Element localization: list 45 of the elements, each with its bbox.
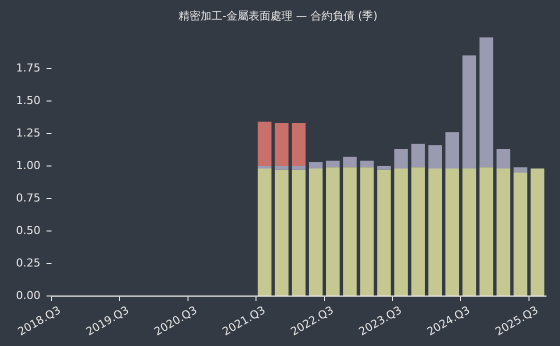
bar xyxy=(292,166,306,170)
y-tick-label: 0.50 xyxy=(16,224,40,237)
y-tick-label: 0.00 xyxy=(16,288,40,302)
y-tick-label: 0.25 xyxy=(16,256,40,270)
bar xyxy=(411,144,425,168)
bar xyxy=(496,168,510,296)
bar xyxy=(274,123,289,166)
y-tick-label: 1.25 xyxy=(16,126,40,140)
bar xyxy=(514,172,528,296)
bar xyxy=(274,166,289,170)
chart-title: 精密加工-金屬表面處理 — 合約負債 (季) xyxy=(178,9,378,22)
bar xyxy=(360,167,374,296)
bar xyxy=(258,122,272,166)
bar xyxy=(326,167,340,296)
bar xyxy=(308,162,323,169)
bar xyxy=(462,55,476,169)
bar xyxy=(496,149,510,169)
bar xyxy=(394,149,408,169)
bar xyxy=(292,123,306,166)
bar xyxy=(514,167,528,172)
bar xyxy=(343,156,357,168)
bar xyxy=(274,170,289,296)
bar xyxy=(377,166,391,170)
bar xyxy=(394,168,408,296)
bar xyxy=(445,132,460,169)
bar xyxy=(258,168,272,296)
bar xyxy=(479,167,494,296)
y-tick-label: 1.50 xyxy=(16,94,40,107)
bar xyxy=(445,168,460,296)
bar xyxy=(428,145,442,169)
bar xyxy=(343,167,357,296)
bar xyxy=(360,160,374,168)
bar xyxy=(308,168,323,296)
y-tick-label: 1.00 xyxy=(16,158,40,172)
bar xyxy=(462,168,476,296)
bar xyxy=(479,37,494,168)
bar xyxy=(326,160,340,168)
bar xyxy=(411,167,425,296)
y-tick-label: 0.75 xyxy=(16,191,40,204)
bar xyxy=(292,170,306,296)
y-tick-label: 1.75 xyxy=(16,61,40,74)
bar xyxy=(530,168,544,296)
bar xyxy=(428,168,442,296)
bar xyxy=(377,170,391,296)
bar xyxy=(258,166,272,169)
